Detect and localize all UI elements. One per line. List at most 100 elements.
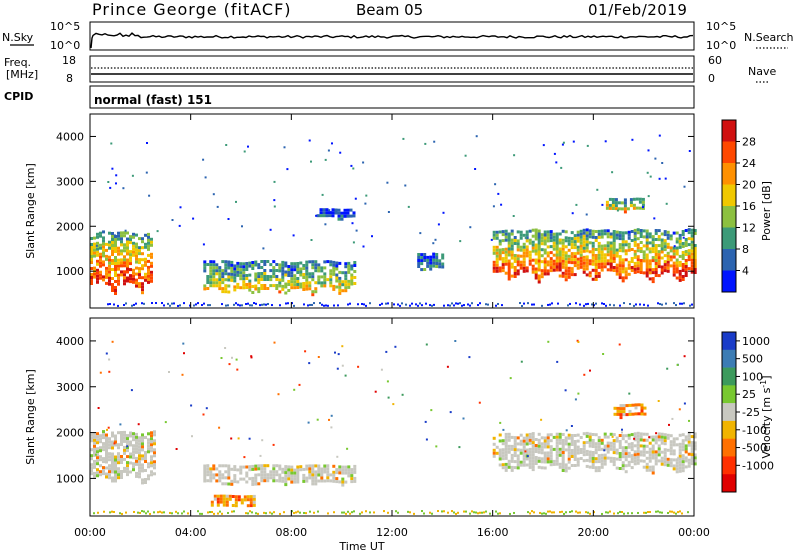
heatmap-cell xyxy=(585,440,589,444)
heatmap-cell xyxy=(317,263,321,267)
heatmap-cell xyxy=(690,267,694,271)
heatmap-cell xyxy=(473,511,475,514)
heatmap-cell xyxy=(296,474,300,478)
heatmap-cell xyxy=(221,303,223,306)
heatmap-cell xyxy=(678,448,682,452)
heatmap-cell xyxy=(387,396,390,399)
heatmap-cell xyxy=(651,456,655,460)
heatmap-cell xyxy=(616,409,620,413)
heatmap-cell xyxy=(603,259,607,263)
heatmap-cell xyxy=(138,475,141,479)
heatmap-cell xyxy=(523,302,525,305)
heatmap-cell xyxy=(105,266,108,270)
heatmap-cell xyxy=(219,500,223,504)
heatmap-cell xyxy=(507,268,511,272)
heatmap-cell xyxy=(246,495,250,499)
heatmap-cell xyxy=(510,229,514,233)
heatmap-cell xyxy=(516,257,520,261)
heatmap-cell xyxy=(141,288,144,292)
heatmap-cell xyxy=(338,471,342,475)
heatmap-cell xyxy=(558,450,562,454)
heatmap-cell xyxy=(433,303,435,306)
heatmap-cell xyxy=(507,244,511,248)
heatmap-cell xyxy=(525,439,529,443)
heatmap-cell xyxy=(603,302,605,305)
heatmap-cell xyxy=(102,230,105,234)
heatmap-cell xyxy=(379,303,381,306)
heatmap-cell xyxy=(156,230,159,233)
heatmap-cell xyxy=(135,260,138,264)
heatmap-cell xyxy=(181,512,183,515)
heatmap-cell xyxy=(570,425,573,427)
heatmap-cell xyxy=(660,244,664,248)
heatmap-cell xyxy=(343,208,347,212)
heatmap-cell xyxy=(117,258,120,262)
heatmap-cell xyxy=(582,453,586,457)
heatmap-cell xyxy=(591,466,595,469)
heatmap-cell xyxy=(682,236,685,239)
heatmap-cell xyxy=(123,261,126,265)
heatmap-cell xyxy=(564,275,568,279)
heatmap-cell xyxy=(209,278,213,282)
heatmap-cell xyxy=(153,430,156,434)
heatmap-cell xyxy=(248,279,252,283)
heatmap-cell xyxy=(673,511,675,514)
heatmap-cell xyxy=(239,268,243,272)
heatmap-cell xyxy=(663,457,667,461)
heatmap-cell xyxy=(537,465,541,469)
heatmap-cell xyxy=(141,457,144,461)
heatmap-cell xyxy=(507,265,511,269)
heatmap-cell xyxy=(623,207,627,211)
heatmap-cell xyxy=(521,304,523,307)
heatmap-cell xyxy=(108,455,111,459)
heatmap-cell xyxy=(614,204,618,208)
colorbar-swatch xyxy=(722,249,736,271)
heatmap-cell xyxy=(227,266,231,270)
heatmap-cell xyxy=(622,410,626,414)
heatmap-cell xyxy=(347,474,351,478)
heatmap-cell xyxy=(383,510,385,513)
heatmap-cell xyxy=(570,240,574,244)
heatmap-cell xyxy=(254,464,258,468)
heatmap-cell xyxy=(531,432,535,436)
heatmap-cell xyxy=(675,261,679,265)
heatmap-cell xyxy=(606,435,610,439)
heatmap-cell xyxy=(651,235,655,239)
heatmap-cell xyxy=(275,263,279,266)
heatmap-cell xyxy=(341,511,343,514)
heatmap-cell xyxy=(613,412,617,416)
heatmap-cell xyxy=(632,203,636,207)
heatmap-cell xyxy=(124,229,127,232)
heatmap-cell xyxy=(507,465,511,469)
heatmap-cell xyxy=(657,444,661,448)
heatmap-cell xyxy=(635,303,637,306)
heatmap-cell xyxy=(164,421,167,424)
heatmap-cell xyxy=(549,510,551,513)
heatmap-cell xyxy=(507,271,511,275)
heatmap-cell xyxy=(669,440,673,444)
heatmap-cell xyxy=(108,370,111,373)
heatmap-cell xyxy=(509,377,512,380)
heatmap-cell xyxy=(561,238,565,242)
heatmap-cell xyxy=(498,242,502,246)
heatmap-cell xyxy=(637,403,641,407)
heatmap-cell xyxy=(319,214,323,218)
heatmap-cell xyxy=(304,350,307,353)
heatmap-cell xyxy=(209,266,213,270)
heatmap-cell xyxy=(114,274,117,277)
heatmap-cell xyxy=(564,469,568,473)
heatmap-cell xyxy=(618,440,622,443)
heatmap-cell xyxy=(296,465,300,469)
heatmap-cell xyxy=(324,158,327,161)
heatmap-cell xyxy=(522,263,526,267)
heatmap-cell xyxy=(221,512,223,515)
heatmap-cell xyxy=(137,423,140,426)
heatmap-cell xyxy=(269,228,272,231)
heatmap-cell xyxy=(645,450,649,454)
heatmap-cell xyxy=(546,445,550,449)
heatmap-cell xyxy=(588,432,592,436)
heatmap-cell xyxy=(540,466,544,470)
heatmap-cell xyxy=(631,403,635,407)
heatmap-cell xyxy=(105,457,108,461)
heatmap-cell xyxy=(453,511,455,514)
